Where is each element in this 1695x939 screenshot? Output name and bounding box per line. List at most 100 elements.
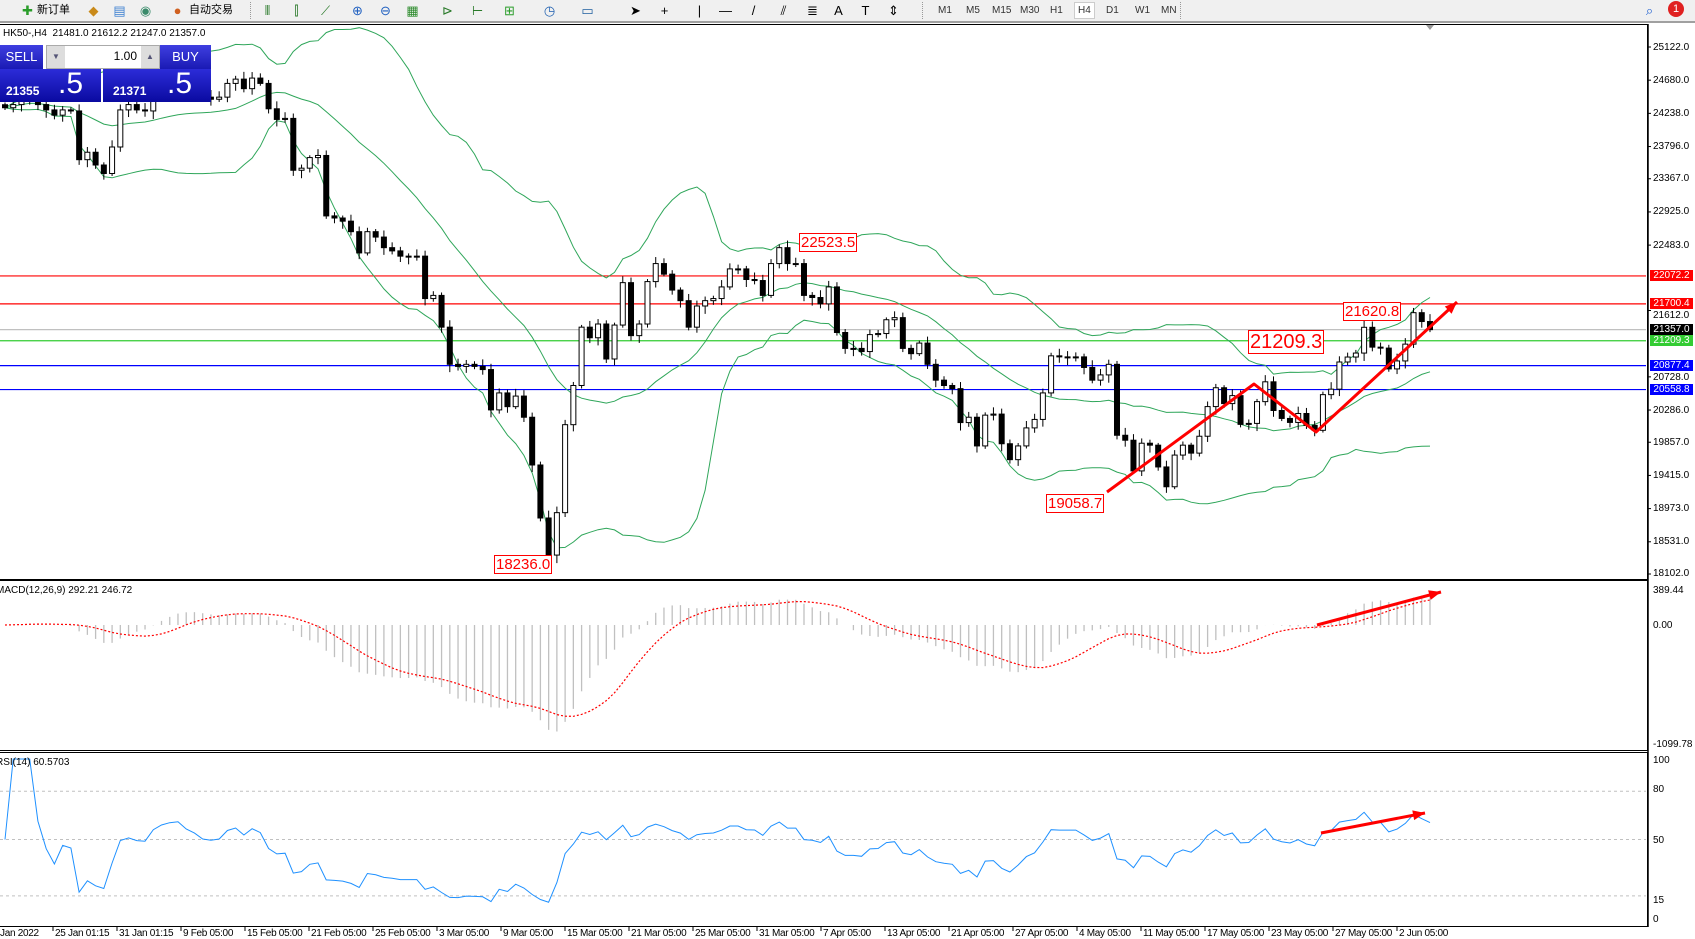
periods-icon[interactable]: ◷ <box>543 3 556 18</box>
candlestick-icon[interactable]: ⫿ <box>294 3 299 18</box>
new-order-button[interactable]: 新订单 <box>37 4 70 16</box>
candle-bullish <box>1015 445 1022 461</box>
swing-high-callout[interactable]: 21209.3 <box>1248 330 1325 354</box>
search-icon[interactable]: ⌕ <box>1645 3 1654 18</box>
auto-trading-button[interactable]: 自动交易 <box>189 4 233 16</box>
lot-size-stepper[interactable]: ▼ 1.00 ▲ <box>46 45 160 69</box>
sell-price[interactable]: 21355 .5 <box>0 67 101 102</box>
candle-bearish <box>1237 395 1244 425</box>
candle-bearish <box>347 220 354 233</box>
candle-bullish <box>463 363 470 367</box>
ohlc-values: 21481.0 21612.2 21247.0 21357.0 <box>52 28 206 39</box>
one-click-trading-panel: SELL ▼ 1.00 ▲ BUY 21355 .5 21371 .5 <box>0 45 211 102</box>
candle-bearish <box>100 164 107 174</box>
indicators-icon[interactable]: ⊞ <box>504 3 515 18</box>
candle-bullish <box>413 255 420 258</box>
text-label-icon[interactable]: T <box>861 3 870 18</box>
line-chart-icon[interactable]: ⟋ <box>320 3 331 18</box>
candle-bullish <box>990 413 997 416</box>
high-callout[interactable]: 22523.5 <box>799 233 858 252</box>
candle-bullish <box>496 392 503 411</box>
candle-bullish <box>578 326 585 386</box>
equidistant-channel-icon[interactable]: ⫽ <box>780 3 787 18</box>
navigator-icon[interactable]: ▤ <box>113 3 126 18</box>
candle-bullish <box>1138 442 1145 472</box>
bar-chart-icon[interactable]: ⫴ <box>264 3 271 18</box>
tile-windows-icon[interactable]: ▦ <box>406 3 419 18</box>
text-icon[interactable]: A <box>834 3 843 18</box>
candle-bearish <box>339 217 346 222</box>
lot-decrease-icon[interactable]: ▼ <box>47 46 65 68</box>
candle-bullish <box>595 323 602 339</box>
candle-bullish <box>1410 312 1417 345</box>
auto-scroll-icon[interactable]: ⊳ <box>442 3 453 18</box>
candle-bearish <box>1278 409 1285 419</box>
time-axis-label: 3 Mar 05:00 <box>439 928 490 939</box>
time-axis-label: 21 Apr 05:00 <box>951 928 1005 939</box>
candle-bearish <box>908 347 915 355</box>
buy-price[interactable]: 21371 .5 <box>103 67 211 102</box>
candle-bearish <box>1122 434 1129 441</box>
trendline-icon[interactable]: / <box>751 3 756 18</box>
timeframe-m30[interactable]: M30 <box>1020 5 1040 16</box>
timeframe-m5[interactable]: M5 <box>966 5 980 16</box>
signals-icon[interactable]: ◉ <box>139 3 152 18</box>
chart-shift-icon[interactable]: ⊢ <box>471 3 484 18</box>
toolbar: ✚ 新订单 ◆ ▤ ◉ ● 自动交易 ⫴ ⫿ ⟋ ⊕ ⊖ ▦ ⊳ ⊢ ⊞ ◷ ▭… <box>0 0 1695 23</box>
market-watch-icon[interactable]: ◆ <box>88 3 99 18</box>
zoom-in-icon[interactable]: ⊕ <box>352 3 363 18</box>
auto-trading-icon[interactable]: ● <box>173 3 182 18</box>
candle-bullish <box>792 263 799 266</box>
horizontal-line-icon[interactable]: — <box>719 3 732 18</box>
zoom-out-icon[interactable]: ⊖ <box>380 3 391 18</box>
templates-icon[interactable]: ▭ <box>581 3 594 18</box>
candle-bearish <box>759 280 766 296</box>
candle-bearish <box>389 247 396 252</box>
timeframe-m1[interactable]: M1 <box>938 5 952 16</box>
candle-bearish <box>397 250 404 257</box>
timeframe-d1[interactable]: D1 <box>1106 5 1119 16</box>
price-line-tag: 22072.2 <box>1650 270 1693 282</box>
low-callout[interactable]: 18236.0 <box>494 555 553 574</box>
candle-bullish <box>1097 374 1104 381</box>
candle-bullish <box>1212 387 1219 408</box>
candle-bearish <box>1130 439 1137 472</box>
candle-bullish <box>982 414 989 447</box>
timeframe-mn[interactable]: MN <box>1161 5 1177 16</box>
sell-button[interactable]: SELL <box>0 45 43 69</box>
toolbar-separator <box>1180 2 1182 19</box>
candle-bearish <box>932 363 939 381</box>
swing-low-callout[interactable]: 19058.7 <box>1046 494 1105 513</box>
candle-bullish <box>1204 406 1211 437</box>
timeframe-m15[interactable]: M15 <box>992 5 1012 16</box>
timeframe-w1[interactable]: W1 <box>1135 5 1150 16</box>
new-order-icon[interactable]: ✚ <box>22 3 33 18</box>
timeframe-h4[interactable]: H4 <box>1074 2 1095 19</box>
lot-size-value[interactable]: 1.00 <box>113 49 137 63</box>
price-axis-label: 20728.0 <box>1653 372 1690 384</box>
crosshair-icon[interactable]: + <box>660 3 669 18</box>
candle-bearish <box>356 231 363 254</box>
trend-arrow-macd <box>1316 590 1442 627</box>
candle-bullish <box>866 334 873 353</box>
price-axis-label: 18102.0 <box>1653 568 1690 580</box>
rsi-axis-15: 15 <box>1653 895 1665 906</box>
candle-bullish <box>702 300 709 307</box>
vertical-line-icon[interactable]: | <box>697 3 702 18</box>
buy-button[interactable]: BUY <box>160 45 211 69</box>
time-axis-label: 13 Apr 05:00 <box>887 928 941 939</box>
cursor-icon[interactable]: ➤ <box>630 3 641 18</box>
buy-price-main: 21371 <box>113 84 147 98</box>
chart-symbol-info: HK50-,H4 21481.0 21612.2 21247.0 21357.0 <box>3 28 205 39</box>
lot-increase-icon[interactable]: ▲ <box>141 46 159 68</box>
timeframe-h1[interactable]: H1 <box>1050 5 1063 16</box>
trend-arrow-rsi-head <box>1412 810 1425 821</box>
time-axis-label: 31 Mar 05:00 <box>759 928 815 939</box>
sell-price-fraction: .5 <box>58 67 84 100</box>
arrows-icon[interactable]: ⇕ <box>888 3 899 18</box>
rsi-axis-100: 100 <box>1653 755 1670 766</box>
notification-icon[interactable]: 1 <box>1668 1 1684 17</box>
fibonacci-icon[interactable]: ≣ <box>807 3 818 18</box>
recent-high-callout[interactable]: 21620.8 <box>1343 302 1402 321</box>
